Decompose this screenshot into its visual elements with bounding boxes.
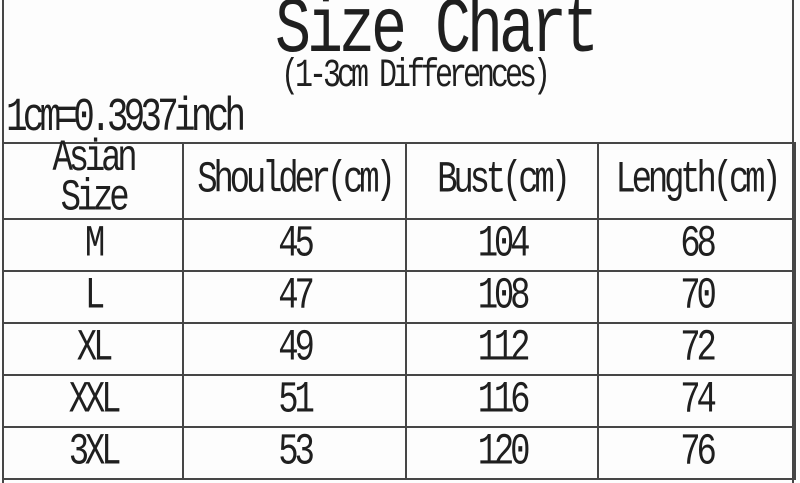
column-header-length: Length(cm)	[597, 142, 796, 220]
table-header-row: Asian Size Shoulder(cm) Bust(cm) Length(…	[2, 137, 796, 221]
size-label-cell: XXL	[2, 374, 184, 428]
shoulder-value-cell: 47	[182, 270, 407, 324]
shoulder-value-cell: 45	[182, 218, 407, 272]
size-label-cell: 3XL	[2, 426, 184, 480]
size-label-cell: XL	[2, 322, 184, 376]
page-subtitle: (1-3cm Differences)	[280, 54, 551, 100]
chart-header: Size Chart (1-3cm Differences)	[0, 0, 800, 100]
table-row-m: M 45 104 68	[2, 218, 796, 272]
shoulder-value-cell: 51	[182, 374, 407, 428]
table-row-xxl: XXL 51 116 74	[2, 374, 796, 428]
length-value-cell: 72	[597, 322, 796, 376]
table-row-l: L 47 108 70	[2, 270, 796, 324]
bust-value-cell: 112	[405, 322, 599, 376]
bust-value-cell: 120	[405, 426, 599, 480]
length-value-cell: 70	[597, 270, 796, 324]
shoulder-value-cell: 49	[182, 322, 407, 376]
table-row-3xl: 3XL 53 120 76	[2, 426, 796, 480]
bust-value-cell: 108	[405, 270, 599, 324]
size-table: Asian Size Shoulder(cm) Bust(cm) Length(…	[2, 137, 796, 480]
column-header-asian-size: Asian Size	[2, 137, 184, 221]
bust-value-cell: 116	[405, 374, 599, 428]
column-header-bust: Bust(cm)	[405, 142, 599, 220]
shoulder-value-cell: 53	[182, 426, 407, 480]
size-label-cell: L	[2, 270, 184, 324]
unit-conversion-note: 1cm=0.3937inch	[6, 90, 246, 145]
table-row-xl: XL 49 112 72	[2, 322, 796, 376]
column-header-shoulder: Shoulder(cm)	[182, 142, 407, 220]
length-value-cell: 76	[597, 426, 796, 480]
page-title: Size Chart	[274, 0, 599, 76]
length-value-cell: 74	[597, 374, 796, 428]
length-value-cell: 68	[597, 218, 796, 272]
bust-value-cell: 104	[405, 218, 599, 272]
size-label-cell: M	[2, 218, 184, 272]
